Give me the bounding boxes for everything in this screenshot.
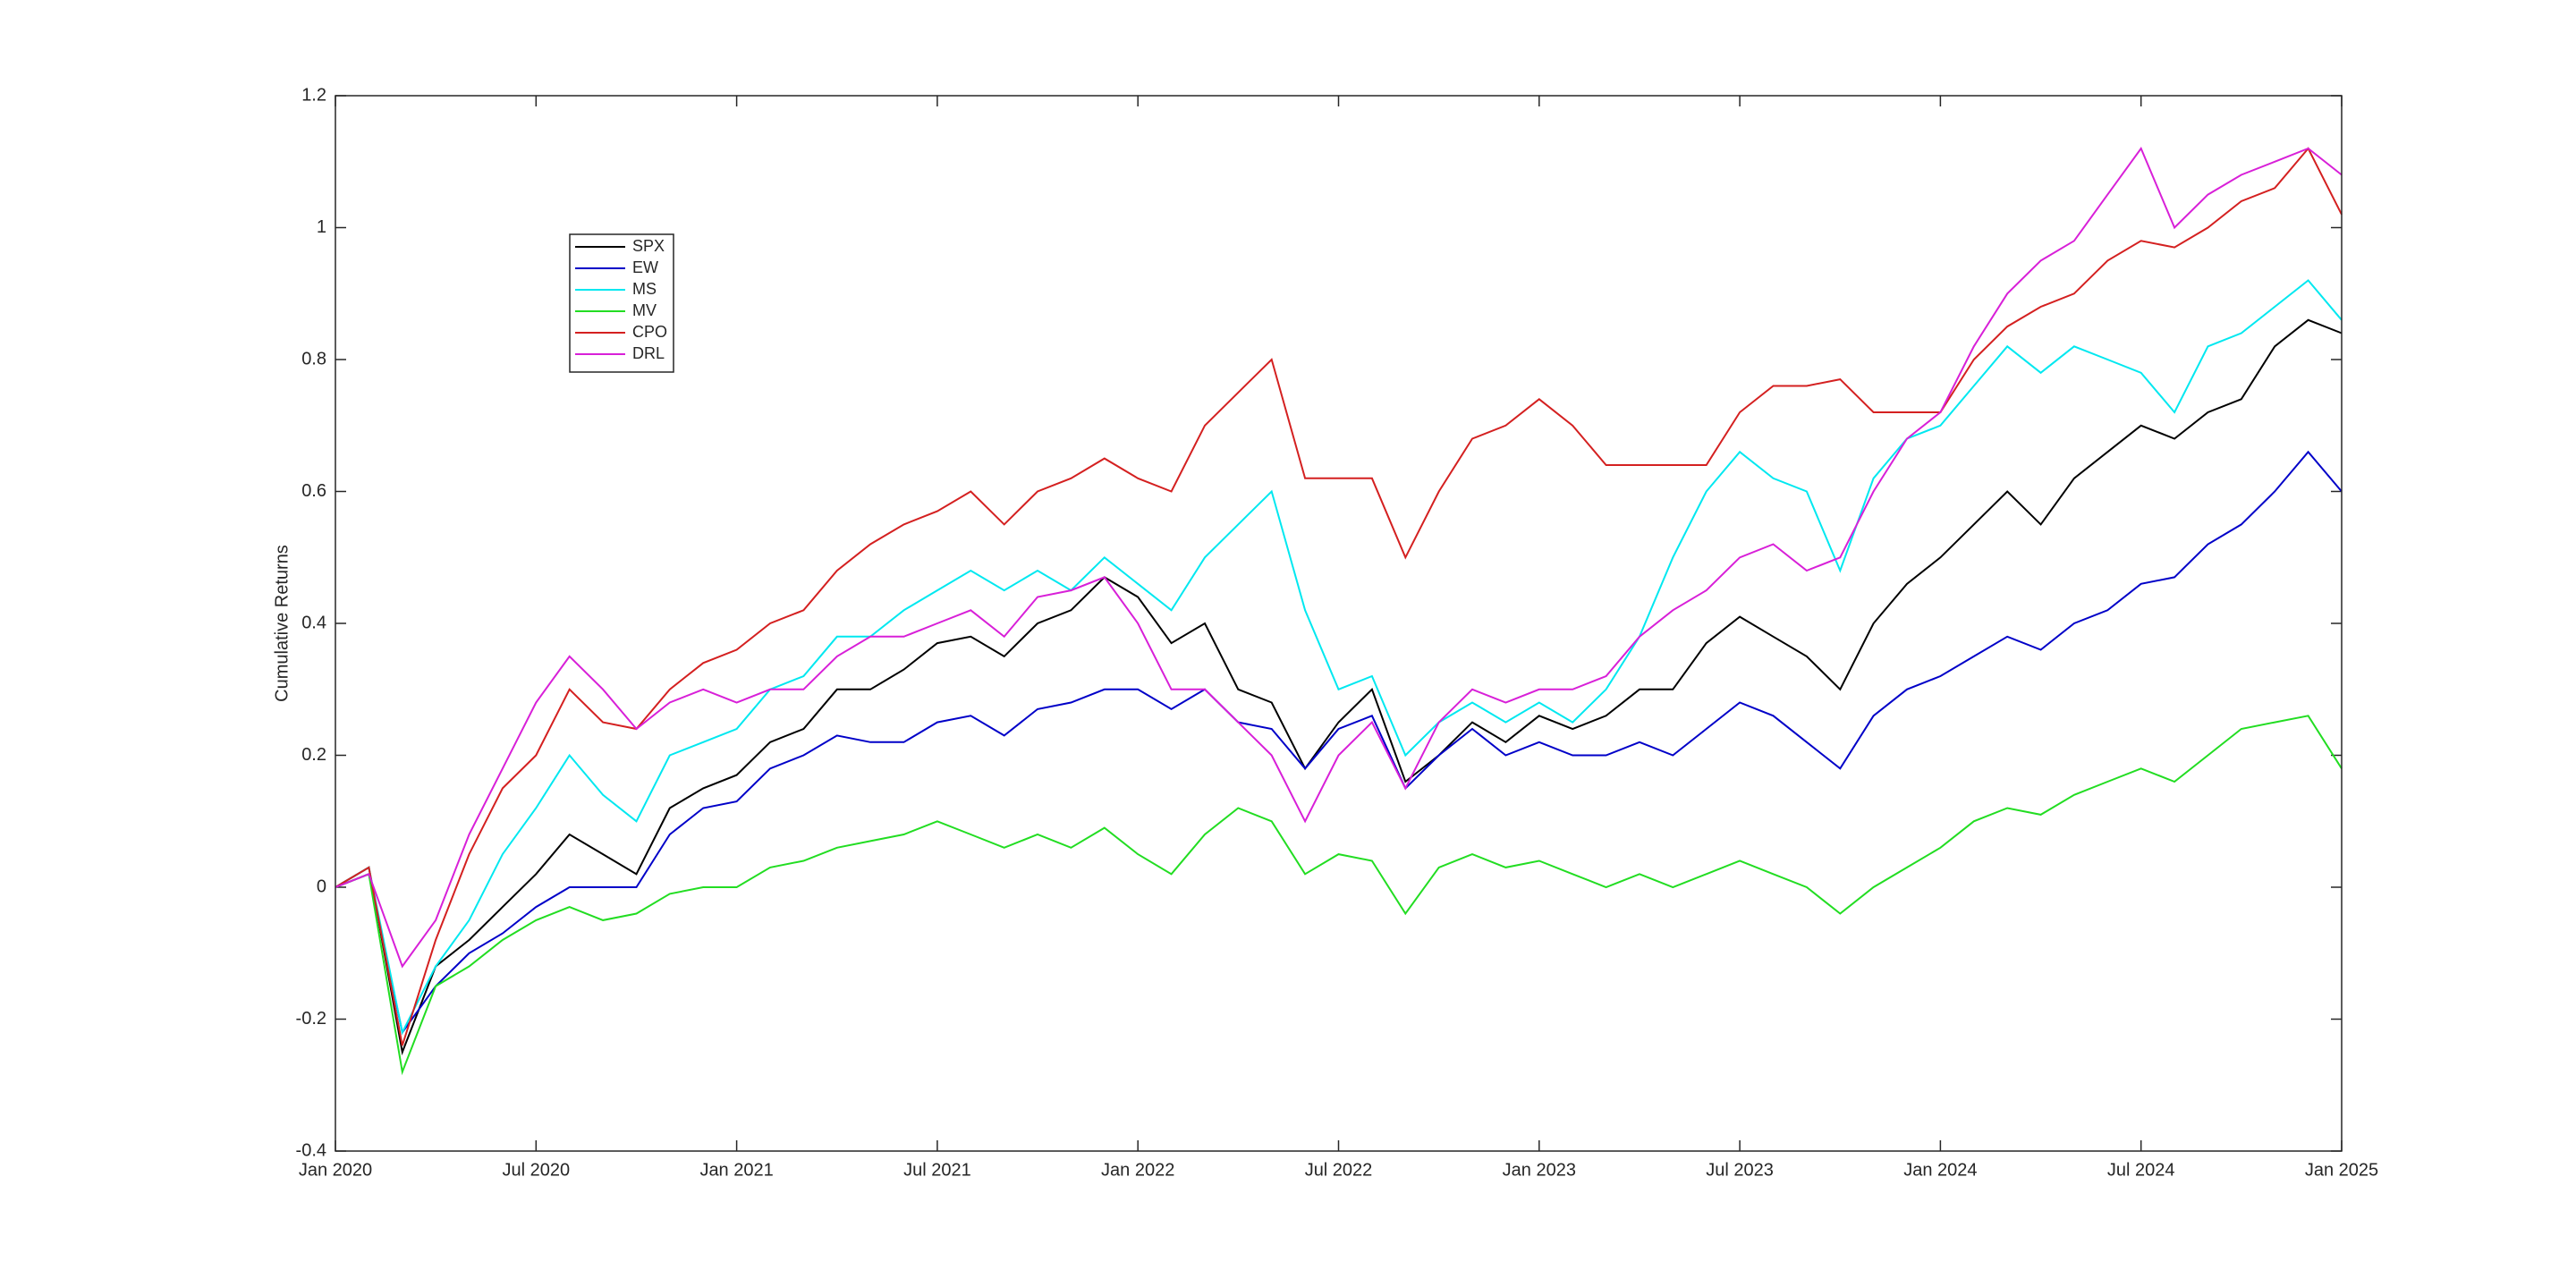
series-line	[335, 450, 2343, 1035]
legend-label: CPO	[632, 323, 667, 341]
y-tick-label: -0.2	[296, 1009, 326, 1029]
y-tick-label: 0.2	[301, 745, 326, 765]
legend-label: SPX	[632, 237, 665, 255]
series-line	[335, 146, 2343, 969]
y-tick-label: 0.8	[301, 349, 326, 368]
plot-frame	[335, 95, 2343, 1152]
series-line	[335, 715, 2343, 1076]
y-tick-label: -0.4	[296, 1140, 326, 1160]
y-tick-label: 1	[317, 217, 326, 237]
series-line	[335, 147, 2343, 1046]
x-tick-label: Jul 2024	[2107, 1160, 2175, 1180]
series-line	[335, 318, 2343, 1056]
x-tick-label: Jul 2021	[903, 1160, 971, 1180]
x-tick-label: Jan 2025	[2305, 1160, 2378, 1180]
x-tick-label: Jan 2024	[1903, 1160, 1977, 1180]
legend-label: DRL	[632, 344, 665, 362]
y-tick-label: 1.2	[301, 85, 326, 105]
x-tick-label: Jan 2023	[1503, 1160, 1576, 1180]
legend-box	[569, 233, 674, 373]
x-tick-label: Jan 2022	[1101, 1160, 1174, 1180]
legend-label: MS	[632, 280, 657, 298]
x-tick-label: Jul 2020	[502, 1160, 570, 1180]
y-tick-label: 0.6	[301, 481, 326, 501]
legend-label: MV	[632, 301, 657, 319]
series-line	[335, 279, 2343, 1036]
legend-label: EW	[632, 258, 658, 276]
y-tick-label: 0.4	[301, 613, 326, 632]
x-tick-label: Jul 2023	[1706, 1160, 1774, 1180]
x-tick-label: Jan 2020	[299, 1160, 372, 1180]
x-tick-label: Jan 2021	[699, 1160, 773, 1180]
x-tick-label: Jul 2022	[1305, 1160, 1373, 1180]
y-tick-label: 0	[317, 876, 326, 896]
y-axis-label: Cumulative Returns	[272, 545, 292, 702]
